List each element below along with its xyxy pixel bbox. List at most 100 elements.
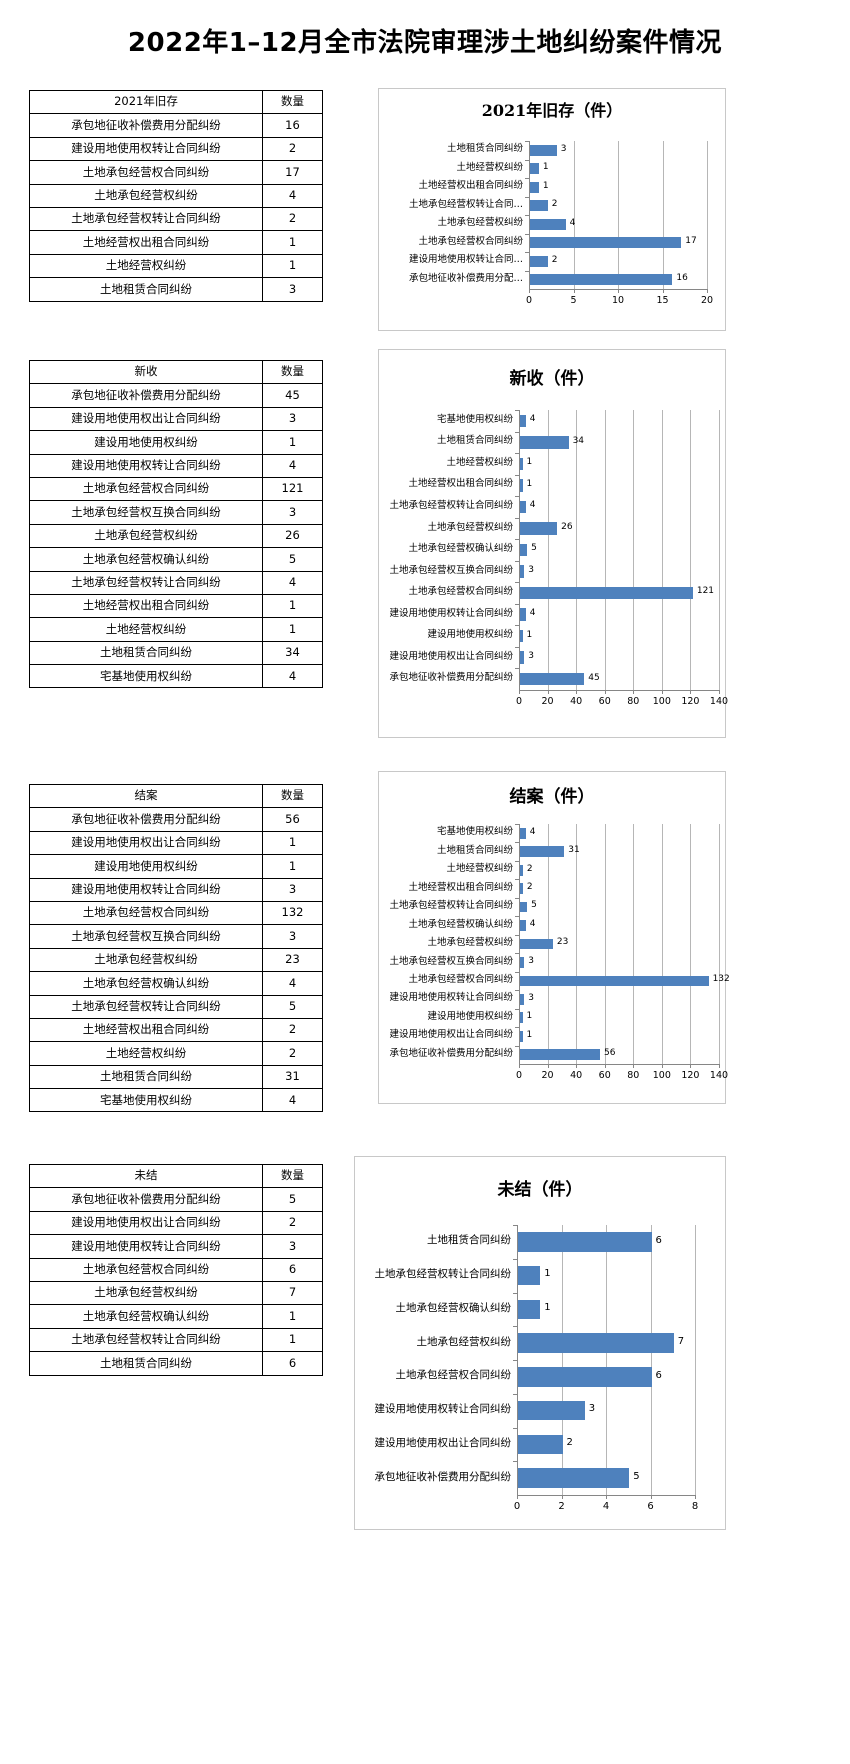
chart-gridline xyxy=(633,410,635,690)
chart-x-tick-label: 10 xyxy=(611,295,625,306)
chart-y-tick xyxy=(515,582,519,584)
chart-bar[interactable] xyxy=(520,543,528,557)
chart-bar[interactable] xyxy=(520,414,526,427)
cell-count: 121 xyxy=(262,476,323,502)
chart-x-tick xyxy=(695,1495,696,1499)
chart-bar[interactable] xyxy=(520,672,585,686)
chart-bar[interactable] xyxy=(520,457,523,471)
chart-bar[interactable] xyxy=(520,522,558,535)
chart-bar[interactable] xyxy=(520,938,553,950)
chart-x-tick-label: 20 xyxy=(541,1070,554,1081)
cell-count: 45 xyxy=(262,383,323,408)
chart-bar[interactable] xyxy=(520,846,565,858)
table-header-row: 未结 数量 xyxy=(29,1163,323,1189)
chart-bar[interactable] xyxy=(520,994,525,1005)
chart-bar[interactable] xyxy=(520,864,523,876)
chart-bar[interactable] xyxy=(530,255,548,267)
chart-bar[interactable] xyxy=(520,479,523,492)
chart-bar[interactable] xyxy=(518,1265,541,1286)
chart-bar[interactable] xyxy=(520,565,525,578)
chart-bar[interactable] xyxy=(530,200,548,212)
chart-bar[interactable] xyxy=(520,975,709,987)
chart-x-tick xyxy=(662,289,664,293)
chart-bar[interactable] xyxy=(518,1299,541,1320)
chart-bar[interactable] xyxy=(520,608,526,621)
chart-bar[interactable] xyxy=(520,436,569,449)
chart-bar[interactable] xyxy=(518,1468,630,1488)
chart-bar[interactable] xyxy=(520,883,523,894)
chart-x-tick xyxy=(604,1064,606,1068)
chart-bar[interactable] xyxy=(518,1232,652,1252)
chart-x-tick-label: 60 xyxy=(598,696,611,707)
chart-y-tick xyxy=(515,1045,519,1047)
chart-bar-value-label: 5 xyxy=(633,1470,640,1482)
cell-category: 土地承包经营权确认纠纷 xyxy=(29,971,263,996)
chart-bar[interactable] xyxy=(530,274,673,286)
chart-bar[interactable] xyxy=(530,181,539,193)
chart-gridline xyxy=(719,410,720,690)
chart-bar[interactable] xyxy=(518,1333,674,1353)
chart-bar[interactable] xyxy=(520,827,526,839)
chart-y-tick xyxy=(515,560,519,562)
table-row: 建设用地使用权转让合同纠纷 2 xyxy=(29,136,323,162)
chart-x-tick-label: 2 xyxy=(558,1501,565,1512)
chart-x-tick-label: 80 xyxy=(627,696,640,707)
chart-x-tick xyxy=(604,690,606,694)
table-block-pending: 未结 数量 承包地征收补偿费用分配纠纷 5 建设用地使用权出让合同纠纷 2 建设用地使用权转… xyxy=(29,1163,323,1376)
chart-bar[interactable] xyxy=(518,1400,585,1421)
chart-bar[interactable] xyxy=(518,1434,563,1455)
chart-category-label: 土地承包经营权合同纠纷 xyxy=(408,586,513,598)
cell-category: 建设用地使用权纠纷 xyxy=(29,430,263,455)
cell-category: 土地经营权纠纷 xyxy=(29,1041,263,1066)
chart-bar[interactable] xyxy=(518,1367,652,1387)
cell-category: 土地经营权纠纷 xyxy=(29,253,263,279)
chart-new-received[interactable]: 新收（件） 45 3 1 4 121 3 5 26 4 1 1 34 4 0 20 40 60 80 100 120 14… xyxy=(378,349,728,738)
chart-x-tick xyxy=(661,690,663,694)
chart-category-label: 土地经营权纠纷 xyxy=(446,456,513,468)
table-block-closed: 结案 数量 承包地征收补偿费用分配纠纷 56 建设用地使用权出让合同纠纷 1 建设用地使用权… xyxy=(29,783,323,1113)
table-row: 土地经营权纠纷 2 xyxy=(29,1041,323,1066)
chart-x-axis xyxy=(529,289,707,290)
chart-x-tick-label: 15 xyxy=(656,295,669,306)
cell-count: 2 xyxy=(262,1041,323,1066)
chart-gridline xyxy=(633,824,635,1064)
cell-category: 土地承包经营权确认纠纷 xyxy=(29,547,263,572)
chart-y-tick xyxy=(515,646,519,648)
chart-old-stock[interactable]: 2021年旧存（件） 16 2 17 4 2 1 1 3 0 5 10 15 20 承包地征收补偿费用分配…… xyxy=(378,88,726,331)
chart-bar[interactable] xyxy=(520,1049,600,1061)
chart-bar-value-label: 16 xyxy=(676,273,688,284)
table-row: 承包地征收补偿费用分配纠纷 5 xyxy=(29,1187,323,1212)
chart-bar[interactable] xyxy=(530,144,557,156)
chart-bar[interactable] xyxy=(530,237,682,249)
chart-category-label: 土地租赁合同纠纷 xyxy=(427,1234,511,1247)
column-header-count: 数量 xyxy=(262,783,323,809)
table-row: 承包地征收补偿费用分配纠纷 45 xyxy=(29,383,323,408)
chart-category-label: 土地承包经营权互换合同纠纷 xyxy=(389,955,513,967)
chart-bar[interactable] xyxy=(520,1012,523,1024)
chart-bar[interactable] xyxy=(520,901,528,913)
chart-bar[interactable] xyxy=(520,1030,523,1042)
chart-gridline xyxy=(690,824,692,1064)
chart-bar[interactable] xyxy=(530,163,539,175)
chart-bar[interactable] xyxy=(520,920,526,931)
data-table: 未结 数量 承包地征收补偿费用分配纠纷 5 建设用地使用权出让合同纠纷 2 建设用地使用权转… xyxy=(29,1163,323,1376)
chart-x-tick xyxy=(618,289,619,293)
chart-y-tick xyxy=(525,178,529,179)
table-row: 土地经营权纠纷 1 xyxy=(29,253,323,279)
chart-x-tick-label: 100 xyxy=(652,696,671,707)
chart-bar[interactable] xyxy=(520,500,526,514)
chart-bar[interactable] xyxy=(530,218,566,230)
chart-bar[interactable] xyxy=(520,651,525,664)
chart-closed[interactable]: 结案（件） 56 1 1 3 132 3 23 4 5 2 2 31 4 0 20 40 60 80 100 120 14… xyxy=(378,771,730,1104)
chart-category-label: 土地经营权出租合同纠纷 xyxy=(408,478,513,490)
chart-pending[interactable]: 未结（件） 5 2 3 6 7 1 1 6 0 2 4 6 8 承包地征收补偿费用分配纠纷 建设用地使用权出让… xyxy=(354,1156,726,1530)
cell-count: 2 xyxy=(262,1210,323,1236)
column-header-count: 数量 xyxy=(262,1163,323,1189)
chart-x-tick-label: 0 xyxy=(515,696,523,707)
chart-bar[interactable] xyxy=(520,629,523,643)
chart-bar[interactable] xyxy=(520,957,525,968)
cell-count: 16 xyxy=(262,113,323,138)
chart-bar[interactable] xyxy=(520,586,693,600)
chart-x-tick xyxy=(576,1064,578,1068)
